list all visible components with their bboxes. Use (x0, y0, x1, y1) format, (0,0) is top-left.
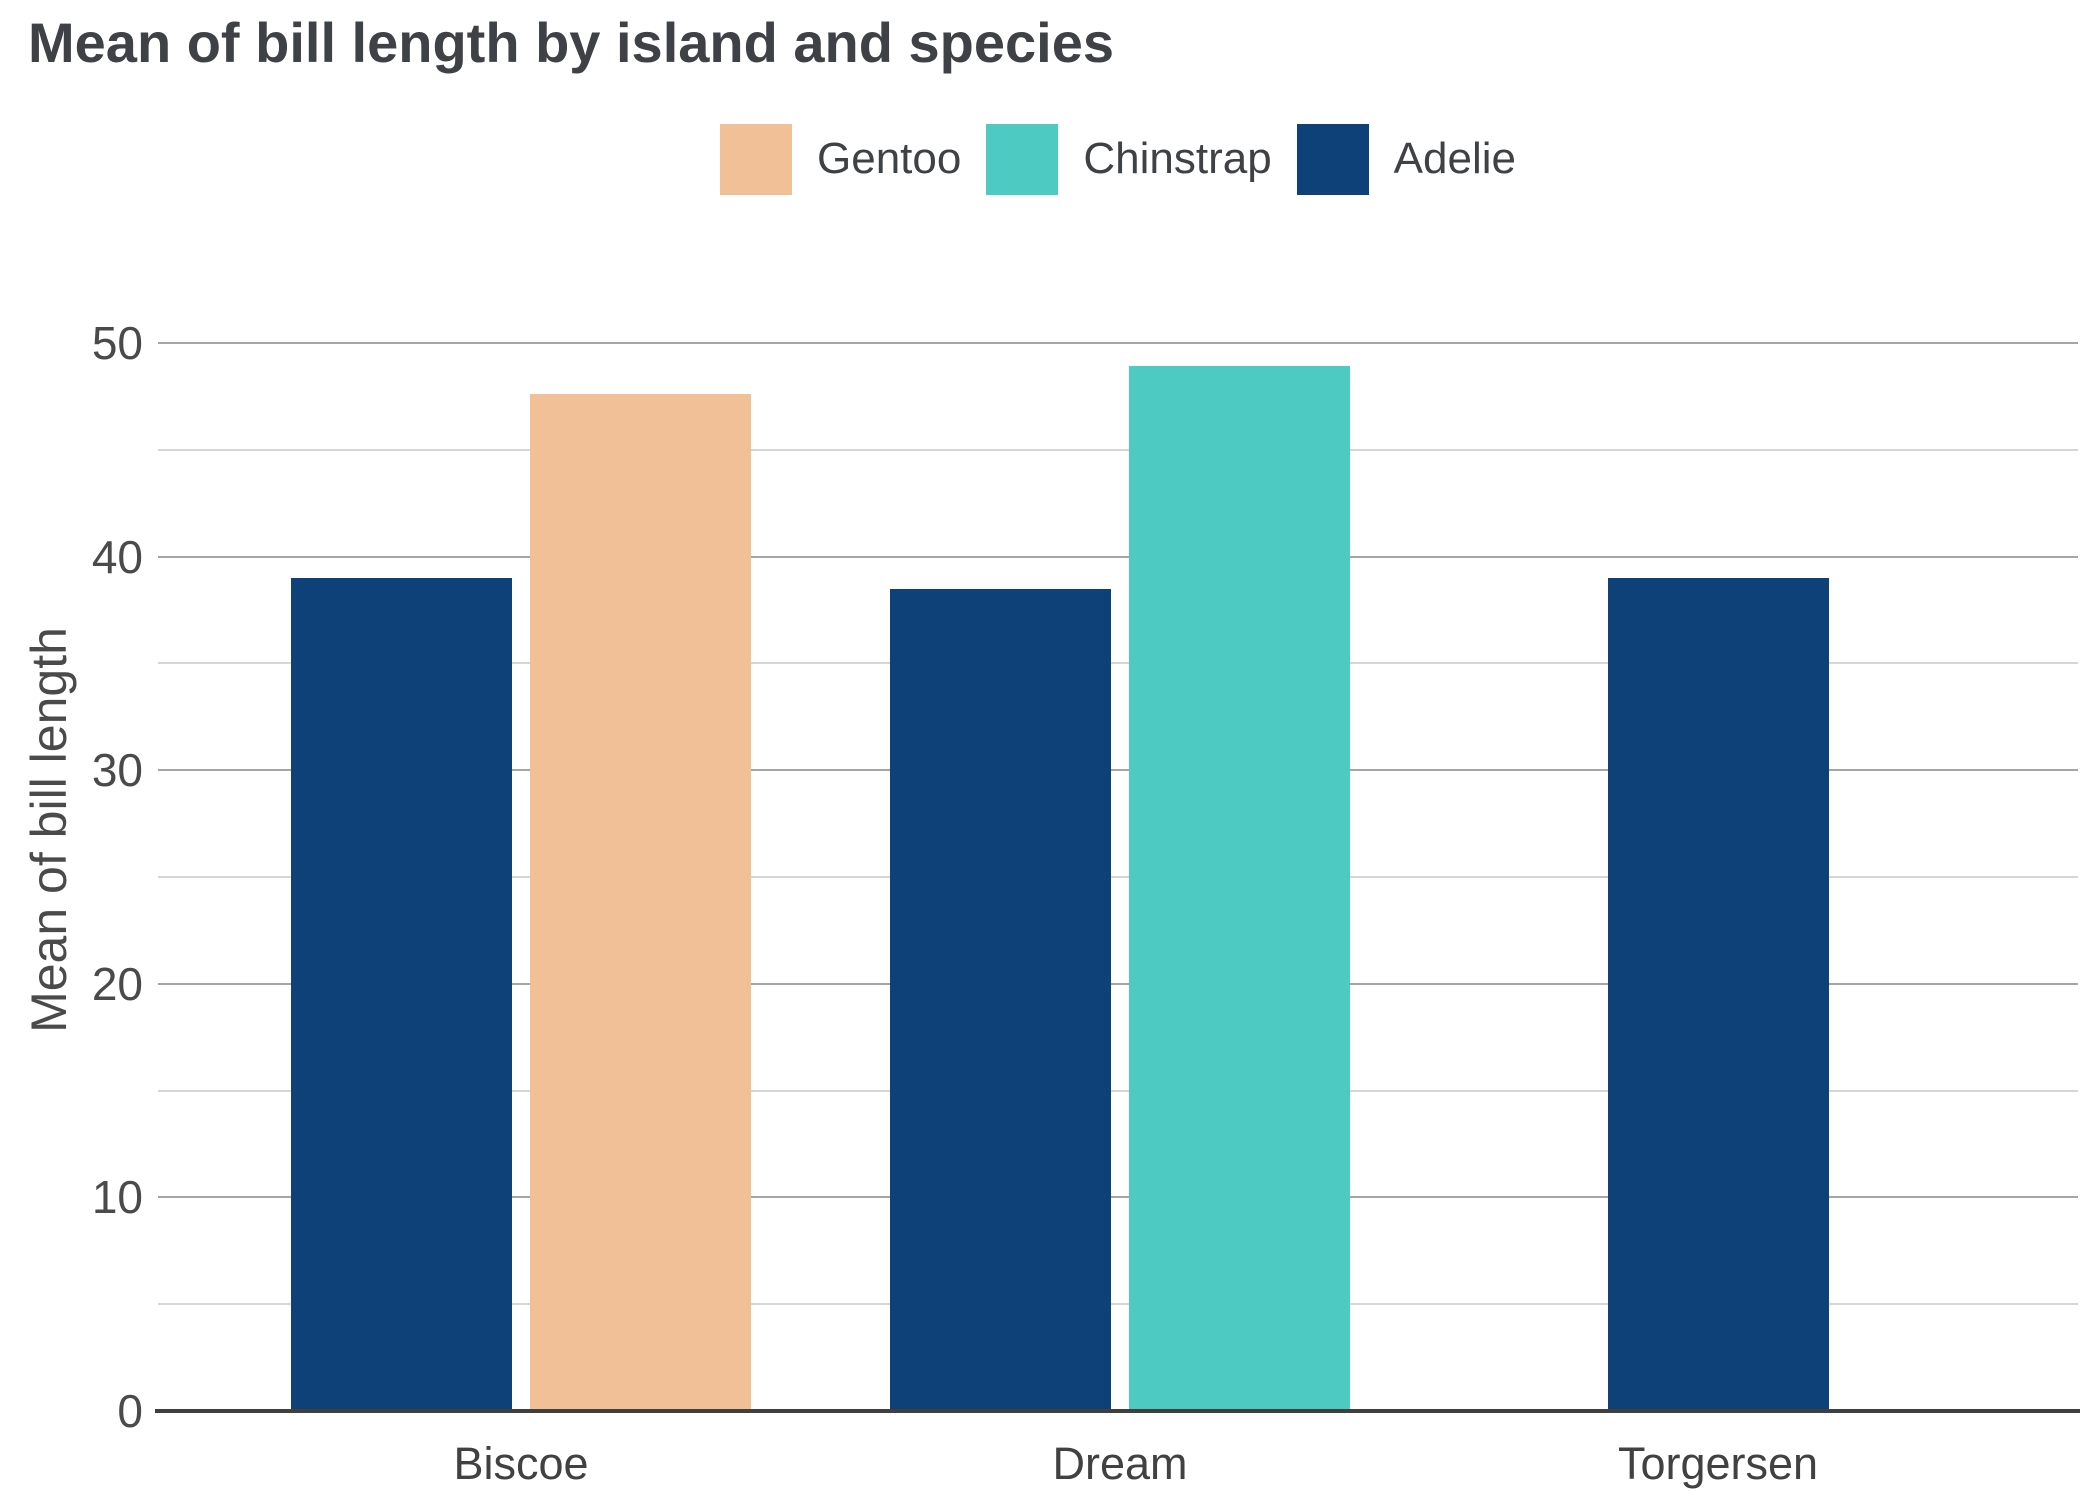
bar-dream-adelie (890, 588, 1111, 1411)
legend-label-gentoo: Gentoo (817, 134, 962, 183)
legend-swatch-chinstrap (986, 123, 1059, 195)
x-tick-label-torgersen: Torgersen (1617, 1438, 1819, 1489)
minor-gridline-5 (158, 1303, 2078, 1306)
y-tick-label-50: 50 (91, 317, 143, 369)
minor-gridline-45 (158, 448, 2078, 451)
x-tick-label-biscoe: Biscoe (453, 1438, 589, 1489)
minor-gridline-25 (158, 876, 2078, 878)
major-gridline-10 (158, 1196, 2078, 1199)
y-tick-label-30: 30 (91, 744, 143, 797)
chart-title: Mean of bill length by island and specie… (28, 11, 1114, 74)
y-tick-label-0: 0 (117, 1385, 143, 1437)
bar-biscoe-adelie (291, 577, 512, 1411)
major-gridline-20 (158, 982, 2078, 985)
major-gridline-40 (158, 555, 2078, 558)
minor-gridline-35 (158, 662, 2078, 665)
x-tick-label-dream: Dream (1052, 1438, 1188, 1489)
legend-swatch-gentoo (720, 123, 793, 195)
bar-biscoe-gentoo (530, 394, 751, 1411)
y-tick-label-40: 40 (91, 530, 143, 583)
legend-label-adelie: Adelie (1393, 134, 1516, 183)
y-tick-label-10: 10 (91, 1171, 143, 1224)
y-tick-label-20: 20 (91, 957, 143, 1010)
y-axis-title: Mean of bill length (21, 627, 77, 1033)
major-gridline-50 (158, 342, 2078, 344)
major-gridline-30 (158, 769, 2078, 772)
bar-torgersen-adelie (1607, 577, 1829, 1411)
minor-gridline-15 (158, 1089, 2078, 1092)
bar-dream-chinstrap (1129, 366, 1350, 1411)
legend-swatch-adelie (1296, 123, 1369, 195)
x-axis-line (155, 1409, 2080, 1413)
legend-label-chinstrap: Chinstrap (1083, 134, 1272, 183)
legend: Gentoo Chinstrap Adelie (158, 122, 2078, 196)
